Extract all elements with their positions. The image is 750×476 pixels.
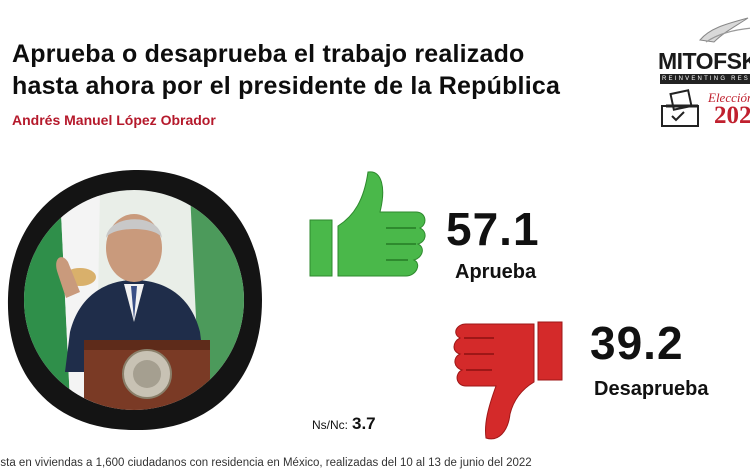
ballot-box-icon — [661, 89, 699, 127]
disapprove-label: Desaprueba — [594, 378, 709, 400]
thumbs-down-icon — [453, 321, 563, 440]
brand-tagline: REINVENTING RESEARCH — [660, 74, 750, 84]
approve-label: Aprueba — [455, 261, 537, 283]
president-portrait — [0, 162, 270, 432]
nsnc-label: Ns/Nc: — [312, 418, 348, 432]
thumbs-up-icon — [309, 171, 426, 277]
methodology-note: esta en viviendas a 1,600 ciudadanos con… — [0, 457, 532, 469]
bird-logo-icon — [699, 17, 750, 43]
election-year: 2022 — [714, 102, 750, 129]
chart-title: Aprueba o desaprueba el trabajo realizad… — [12, 40, 561, 100]
election-label: Elección — [708, 90, 750, 105]
approve-value: 57.1 — [446, 203, 540, 255]
disapprove-value: 39.2 — [590, 317, 684, 369]
nsnc-value: 3.7 — [352, 414, 376, 433]
chart-subtitle: Andrés Manuel López Obrador — [12, 112, 216, 128]
brand-logo: MITOFSK REINVENTING RESEARCH Elección 20… — [652, 14, 750, 134]
brand-name: MITOFSK — [658, 48, 750, 74]
